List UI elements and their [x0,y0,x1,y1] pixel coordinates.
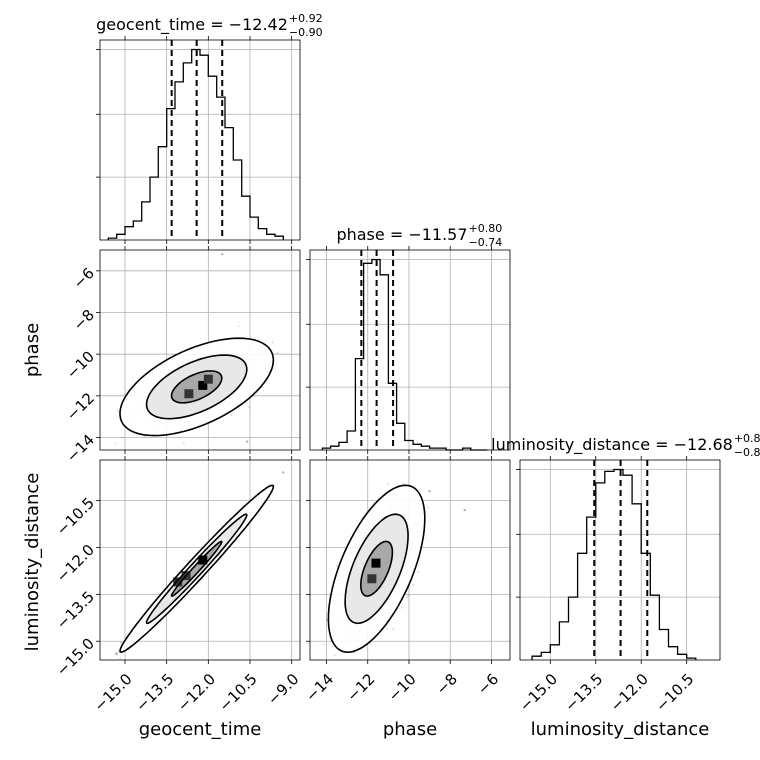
gridlines [100,460,300,660]
sample-point [412,584,415,587]
outlier-point [428,490,431,493]
histogram-step-luminosity_distance [531,468,697,660]
sample-point [114,652,117,655]
sample-point [114,442,117,445]
outlier-point [246,440,249,443]
sample-point [322,643,325,646]
sample-point [416,570,420,573]
contour-mid [145,354,248,420]
sample-point [369,643,372,646]
scatter-area [94,252,279,458]
title-lower-error: −0.90 [289,26,323,39]
sample-point [400,606,404,609]
panel-hist-phase: phase = −11.57 +0.80−0.74 [306,222,511,454]
sample-point [271,341,274,344]
panel-hist-luminosity_distance: luminosity_distance = −12.68+0.88−0.87 [491,432,760,664]
contour-mid [145,513,248,625]
panel-scatter-geocent_time-luminosity_distance [96,456,301,664]
sample-point [405,596,408,599]
density-cell [367,574,377,584]
sample-point [353,651,356,655]
contour-inner [170,540,223,597]
gridlines [100,40,300,240]
panel-title-geocent_time: geocent_time = −12.42 [96,15,288,35]
panel-title-phase: phase = −11.57 [336,225,467,244]
sample-point [119,641,122,644]
contour-outer [119,337,275,437]
axes-frame [309,249,511,451]
sample-point [407,594,410,597]
outlier-point [463,508,466,512]
sample-point [338,661,340,663]
density-cell [198,380,208,390]
title-upper-error: +0.88 [734,432,760,445]
panel-title-luminosity_distance: luminosity_distance = −12.68 [491,435,733,455]
sample-point [334,654,337,657]
density-cell [173,577,183,587]
sample-point [230,414,233,417]
title-lower-error: −0.87 [734,446,760,459]
panel-hist-geocent_time: geocent_time = −12.42 +0.92−0.90 [96,12,323,244]
sample-point [116,410,119,413]
scatter-area [114,460,290,660]
axes-frame [99,459,301,661]
density-cell [371,558,381,568]
panel-scatter-geocent_time-phase [94,246,301,458]
axes-frame [99,249,301,451]
contour-outer [119,484,275,654]
sample-point [156,456,158,458]
sample-point [427,506,430,509]
sample-point [391,628,394,631]
axes-frame [519,459,721,661]
density-fill-inner [171,541,222,597]
outlier-point [282,471,285,474]
sample-point [144,435,147,438]
sample-point [248,406,251,409]
density-cell [203,374,213,384]
title-upper-error: +0.80 [469,222,503,235]
sample-point [94,415,96,417]
density-cell [198,555,208,565]
sample-point [237,539,240,542]
sample-point [335,564,339,567]
title-upper-error: +0.92 [289,12,323,25]
sample-point [182,442,185,445]
sample-point [386,627,389,630]
contour-inner [170,370,223,404]
panel-scatter-phase-luminosity_distance [306,456,511,664]
outlier-point [115,652,118,655]
sample-point [387,483,390,486]
sample-point [120,436,123,439]
axes-frame [99,39,301,241]
sample-point [325,618,329,622]
density-cell [184,389,194,399]
scatter-area [318,482,466,663]
histogram-step-geocent_time [107,48,284,240]
outlier-point [221,252,224,256]
sample-point [402,482,405,486]
sample-point [237,325,240,328]
histogram-step-phase [321,258,488,451]
gridlines [310,250,510,450]
title-lower-error: −0.74 [469,236,503,249]
sample-point [119,657,122,660]
sample-point [276,351,279,354]
